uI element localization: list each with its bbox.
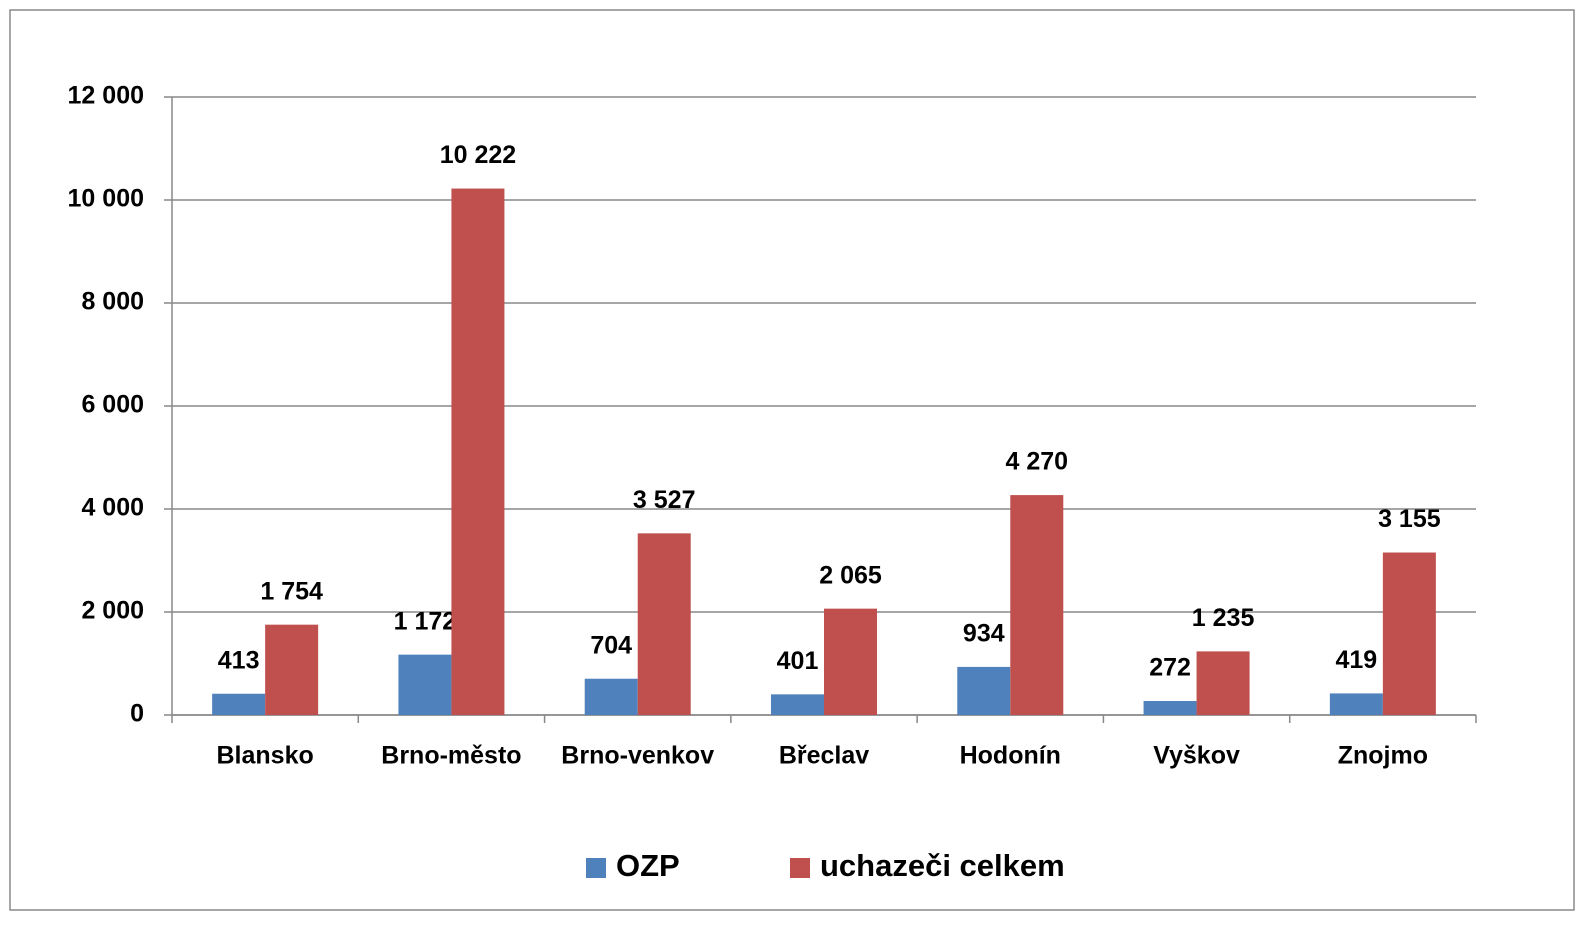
x-tick-label: Břeclav bbox=[779, 742, 869, 770]
y-tick-label: 12 000 bbox=[68, 82, 144, 110]
bar bbox=[584, 678, 638, 715]
data-label: 413 bbox=[218, 646, 260, 674]
x-tick-label: Znojmo bbox=[1338, 742, 1428, 770]
data-label: 1 172 bbox=[394, 607, 457, 635]
legend-swatch bbox=[586, 858, 606, 878]
data-label: 401 bbox=[777, 647, 819, 675]
data-label: 272 bbox=[1149, 654, 1191, 682]
y-tick-label: 4 000 bbox=[81, 494, 144, 522]
data-label: 3 155 bbox=[1378, 505, 1441, 533]
bar bbox=[824, 608, 877, 715]
data-label: 934 bbox=[963, 620, 1005, 648]
chart-frame bbox=[9, 9, 1575, 911]
y-tick-label: 10 000 bbox=[68, 185, 144, 213]
data-label: 3 527 bbox=[633, 486, 696, 514]
data-label: 4 270 bbox=[1006, 448, 1069, 476]
data-label: 419 bbox=[1335, 646, 1377, 674]
bar bbox=[265, 624, 319, 715]
bar bbox=[1143, 700, 1197, 715]
bar bbox=[212, 693, 266, 715]
legend-label: uchazeči celkem bbox=[820, 848, 1065, 883]
bar bbox=[398, 654, 452, 715]
data-label: 704 bbox=[590, 631, 632, 659]
bar bbox=[451, 188, 505, 715]
data-label: 1 235 bbox=[1192, 604, 1255, 632]
x-tick-label: Hodonín bbox=[960, 742, 1061, 770]
x-tick-label: Brno-město bbox=[381, 742, 521, 770]
bar bbox=[1010, 495, 1064, 715]
data-label: 2 065 bbox=[819, 561, 882, 589]
bar bbox=[1382, 552, 1436, 715]
legend-swatch bbox=[790, 858, 810, 878]
y-tick-label: 8 000 bbox=[81, 288, 144, 316]
bar bbox=[771, 694, 824, 715]
bar bbox=[1329, 693, 1383, 715]
data-label: 1 754 bbox=[260, 577, 323, 605]
y-tick-label: 2 000 bbox=[81, 597, 144, 625]
y-tick-label: 0 bbox=[130, 700, 144, 728]
bar bbox=[1196, 651, 1250, 715]
y-tick-label: 6 000 bbox=[81, 391, 144, 419]
x-tick-label: Vyškov bbox=[1153, 742, 1240, 770]
bar bbox=[637, 533, 691, 715]
x-tick-label: Brno-venkov bbox=[561, 742, 714, 770]
bar bbox=[957, 666, 1011, 715]
x-tick-label: Blansko bbox=[217, 742, 314, 770]
data-label: 10 222 bbox=[440, 141, 516, 169]
legend-label: OZP bbox=[616, 848, 680, 883]
